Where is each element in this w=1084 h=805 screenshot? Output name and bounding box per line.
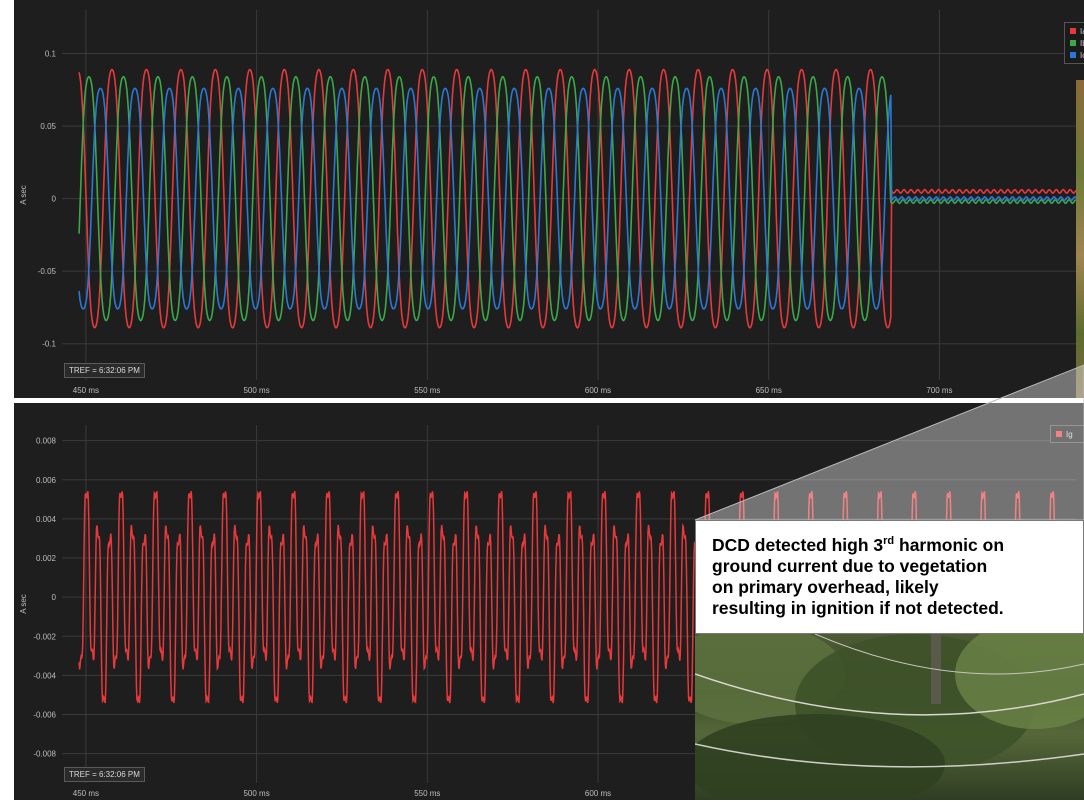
x-tick-label: 550 ms [414, 386, 440, 395]
y-tick-label: 0 [52, 593, 57, 602]
x-tick-label: 450 ms [73, 789, 99, 798]
tref-label-bottom: TREF = 6:32:06 PM [64, 767, 145, 782]
callout-line-1-a: DCD detected high 3 [712, 534, 884, 555]
callout-line-4: resulting in ignition if not detected. [712, 597, 1004, 618]
y-axis-label: A sec [19, 594, 28, 614]
y-tick-label: -0.004 [33, 671, 56, 680]
legend-swatch-ib [1070, 40, 1076, 46]
legend-swatch-ia [1070, 28, 1076, 34]
vegetation-photo [695, 634, 1084, 800]
phase-current-chart: 0.1 0.05 0 -0.05 -0.1 450 ms 500 ms 550 ms 600 m… [19, 10, 1077, 395]
callout-line-3: on primary overhead, likely [712, 576, 939, 597]
x-tick-label: 700 ms [926, 386, 952, 395]
legend-item-ia[interactable]: Ia [1070, 25, 1084, 37]
x-tick-label: 450 ms [73, 386, 99, 395]
x-tick-label: 500 ms [243, 789, 269, 798]
y-tick-label: -0.002 [33, 632, 56, 641]
y-axis-label: A sec [19, 185, 28, 205]
y-tick-label: -0.1 [42, 340, 56, 349]
y-tick-label: -0.05 [38, 267, 57, 276]
y-tick-label: -0.006 [33, 711, 56, 720]
legend-label-ic: Ic [1080, 50, 1084, 60]
x-tick-label: 550 ms [414, 789, 440, 798]
y-tick-label: 0.1 [45, 50, 57, 59]
y-tick-label: 0.008 [36, 437, 57, 446]
x-tick-label: 600 ms [585, 789, 611, 798]
y-tick-label: 0.002 [36, 554, 57, 563]
tref-label-top: TREF = 6:32:06 PM [64, 363, 145, 378]
y-tick-label: -0.008 [33, 750, 56, 759]
x-tick-label: 500 ms [243, 386, 269, 395]
legend-item-ib[interactable]: Ib [1070, 37, 1084, 49]
vegetation-photo-art [695, 634, 1084, 800]
legend-label-ig: Ig [1066, 429, 1073, 439]
y-tick-label: 0.05 [40, 122, 56, 131]
legend-item-ic[interactable]: Ic [1070, 49, 1084, 61]
x-tick-label: 650 ms [756, 386, 782, 395]
callout-line-1: DCD detected high 3rd harmonic on [712, 531, 1073, 556]
legend-bottom[interactable]: Ig [1050, 425, 1084, 443]
series-line-ia [78, 68, 1077, 329]
legend-swatch-ig [1056, 431, 1062, 437]
callout-line-1-sup: rd [883, 535, 895, 547]
x-tick-label: 600 ms [585, 386, 611, 395]
legend-swatch-ic [1070, 52, 1076, 58]
y-tick-label: 0.004 [36, 515, 57, 524]
inset-photo-strip [1076, 80, 1084, 398]
series-line-ic [78, 87, 1077, 310]
y-tick-label: 0 [52, 195, 57, 204]
callout-line-1-b: harmonic on [894, 534, 1005, 555]
legend-item-ig[interactable]: Ig [1056, 428, 1084, 440]
legend-label-ia: Ia [1080, 26, 1084, 36]
top-chart-panel: 0.1 0.05 0 -0.05 -0.1 450 ms 500 ms 550 ms 600 m… [14, 0, 1084, 398]
y-tick-label: 0.006 [36, 476, 57, 485]
callout-text-box: DCD detected high 3rd harmonic on ground… [695, 520, 1084, 634]
legend-top[interactable]: Ia Ib Ic [1064, 22, 1084, 64]
legend-label-ib: Ib [1080, 38, 1084, 48]
callout-line-2: ground current due to vegetation [712, 555, 988, 576]
